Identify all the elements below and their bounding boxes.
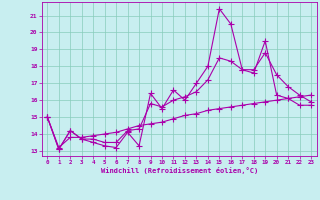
X-axis label: Windchill (Refroidissement éolien,°C): Windchill (Refroidissement éolien,°C)	[100, 167, 258, 174]
